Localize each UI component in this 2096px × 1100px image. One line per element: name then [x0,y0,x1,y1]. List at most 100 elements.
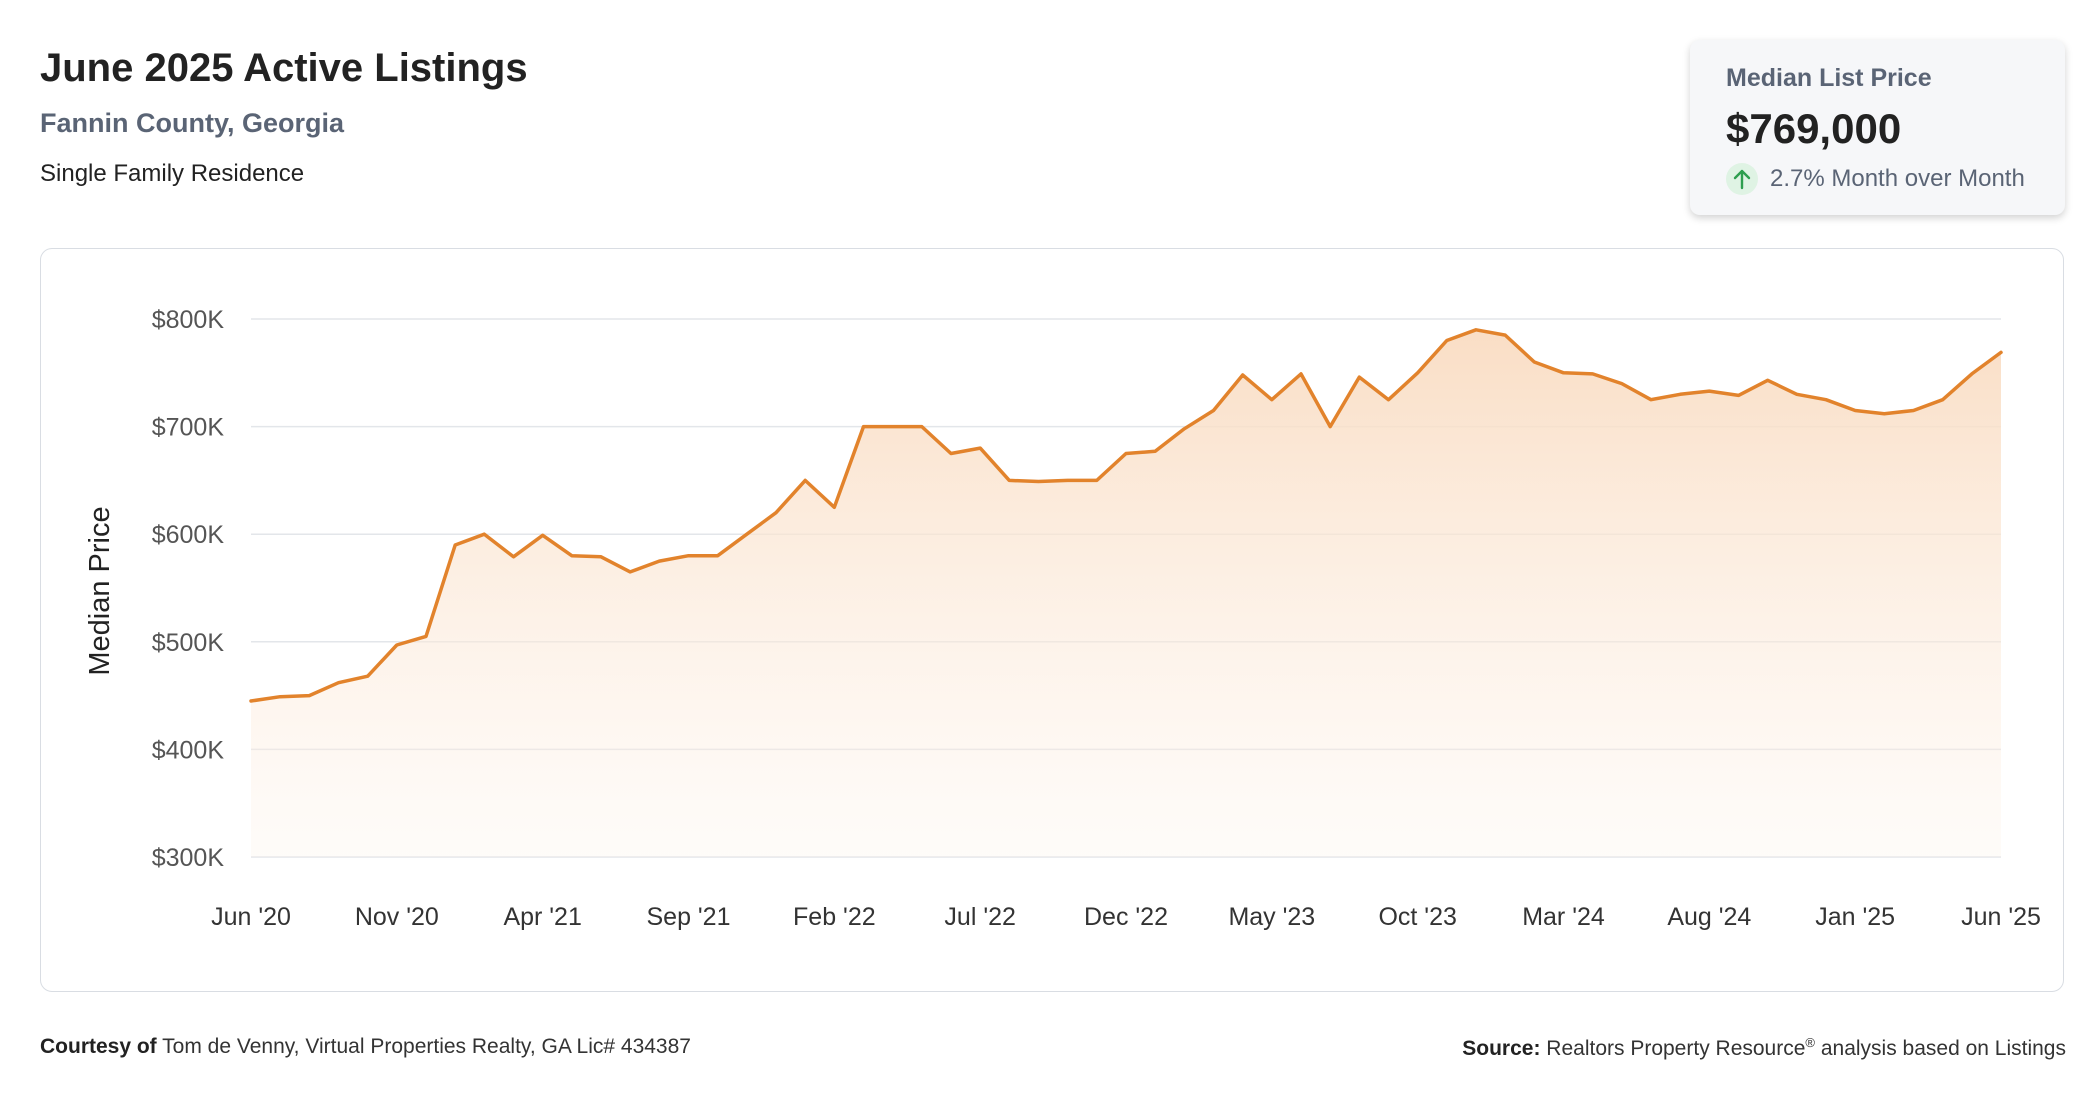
y-axis-label: Median Price [84,506,116,675]
data-point [450,540,460,550]
data-point [800,475,810,485]
data-point [1646,395,1656,405]
series-line [249,328,2003,703]
data-point [479,529,489,539]
data-point [917,422,927,432]
x-tick-label: Feb '22 [793,903,876,931]
kpi-value: $769,000 [1726,105,1902,152]
data-point [946,449,956,459]
data-point [1442,336,1452,346]
data-point [421,631,431,641]
y-tick-label: $300K [152,844,225,872]
y-tick-label: $600K [152,521,225,549]
chart-panel: $300K $400K $500K $600K $700K $800K Jun '20 No… [40,248,2064,992]
y-tick-label: $400K [152,736,225,764]
data-point [1559,368,1569,378]
data-point [596,552,606,562]
data-point [654,556,664,566]
data-point [1792,389,1802,399]
data-point [1850,405,1860,415]
x-tick-label: Mar '24 [1522,903,1605,931]
data-point [1413,368,1423,378]
data-point [1150,446,1160,456]
data-point [1325,422,1335,432]
y-tick-label: $700K [152,414,225,442]
data-point [1821,395,1831,405]
data-point [1909,405,1919,415]
data-point [684,551,694,561]
source-footer: Source: Realtors Property Resource® anal… [1462,1035,2066,1061]
kpi-label: Median List Price [1726,64,1932,92]
data-point [1209,405,1219,415]
courtesy-label: Courtesy of [40,1035,157,1058]
kpi-change: 2.7% Month over Month [1726,163,2029,195]
data-point [742,529,752,539]
data-point [334,678,344,688]
data-point [1063,475,1073,485]
data-point [1004,475,1014,485]
data-point [1763,375,1773,385]
x-tick-label: May '23 [1228,903,1315,931]
kpi-change-text: 2.7% Month over Month [1770,165,2025,192]
data-point [859,422,869,432]
data-point [1996,347,2006,357]
property-type-label: Single Family Residence [40,160,305,187]
data-point [1034,476,1044,486]
courtesy-footer: Courtesy of Tom de Venny, Virtual Proper… [40,1035,691,1059]
y-tick-label: $500K [152,629,225,657]
x-tick-label: Jan '25 [1815,903,1895,931]
data-point [275,692,285,702]
data-point [829,502,839,512]
data-point [538,530,548,540]
data-point [625,567,635,577]
y-tick-label: $800K [152,306,225,334]
data-point [1238,370,1248,380]
data-point [1500,330,1510,340]
data-point [1529,357,1539,367]
data-point [363,671,373,681]
data-point [1179,424,1189,434]
area-fill [251,329,2001,857]
data-point [1967,369,1977,379]
location-subtitle: Fannin County, Georgia [40,108,345,138]
data-point [567,551,577,561]
x-tick-label: Oct '23 [1378,903,1456,931]
median-price-chart: $300K $400K $500K $600K $700K $800K Jun '20 No… [84,306,2041,931]
data-point [509,552,519,562]
data-point [246,696,256,706]
courtesy-text: Tom de Venny, Virtual Properties Realty,… [162,1035,691,1058]
data-point [1879,409,1889,419]
data-point [1938,395,1948,405]
median-list-price-card: Median List Price $769,000 2.7% Month ov… [1690,40,2065,215]
data-point [975,443,985,453]
data-point [1471,325,1481,335]
data-point [1296,369,1306,379]
data-point [771,508,781,518]
data-point [713,551,723,561]
data-point [1734,390,1744,400]
x-tick-label: Jun '25 [1961,903,2041,931]
x-tick-label: Dec '22 [1084,903,1168,931]
data-point [1588,369,1598,379]
x-tick-label: Aug '24 [1667,903,1751,931]
source-text-suffix: analysis based on Listings [1815,1037,2066,1060]
x-tick-label: Jun '20 [211,903,291,931]
data-point [888,422,898,432]
x-tick-label: Jul '22 [944,903,1015,931]
data-point [304,691,314,701]
arrow-up-icon [1726,163,1758,195]
source-text: Realtors Property Resource [1546,1037,1806,1060]
registered-mark: ® [1805,1035,1815,1050]
x-tick-label: Nov '20 [355,903,439,931]
data-point [1617,379,1627,389]
data-point [1092,475,1102,485]
page-title: June 2025 Active Listings [40,46,528,90]
data-point [392,640,402,650]
data-point [1121,449,1131,459]
data-point [1384,395,1394,405]
data-point [1675,389,1685,399]
source-label: Source: [1462,1037,1541,1060]
data-point [1704,386,1714,396]
x-tick-label: Sep '21 [646,903,730,931]
data-point [1354,372,1364,382]
